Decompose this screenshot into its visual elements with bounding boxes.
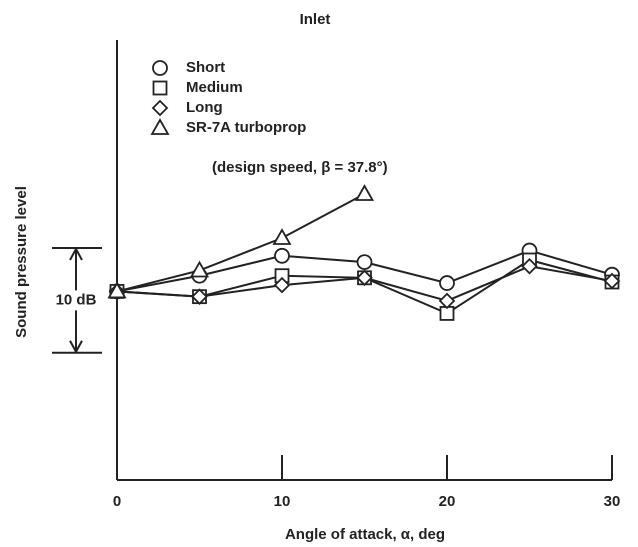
x-tick-label: 20 (439, 493, 456, 510)
data-point (191, 288, 208, 305)
data-point (438, 292, 456, 310)
x-tick-label: 0 (113, 493, 121, 510)
legend-label: Medium (186, 79, 243, 96)
x-tick-label: 10 (274, 493, 291, 510)
y-axis-label: Sound pressure level (13, 186, 30, 338)
legend-marker (150, 118, 170, 135)
label-bg (50, 290, 102, 311)
x-tick-label: 30 (604, 493, 621, 510)
data-point (354, 184, 375, 201)
arrow-head (69, 246, 83, 261)
chart-title: Inlet (300, 11, 331, 28)
scale-bar-label: 10 dB (56, 291, 97, 308)
data-point (521, 258, 538, 275)
legend-note: (design speed, β = 37.8°) (212, 159, 388, 176)
legend-label: Long (186, 99, 223, 116)
data-point (439, 275, 455, 291)
legend-label: SR-7A turboprop (186, 119, 306, 136)
legend-marker (151, 99, 169, 117)
data-point (603, 272, 621, 290)
data-point (356, 254, 373, 270)
series-line (116, 193, 365, 293)
data-point (272, 228, 292, 245)
data-point (356, 269, 373, 287)
data-point (274, 247, 290, 264)
legend-marker (152, 80, 168, 96)
x-axis-label: Angle of attack, α, deg (285, 526, 445, 543)
data-point (273, 276, 291, 294)
legend-marker (152, 60, 168, 76)
data-point (107, 281, 127, 299)
arrow-head (69, 340, 83, 354)
data-point (189, 260, 210, 278)
legend-label: Short (186, 59, 225, 76)
